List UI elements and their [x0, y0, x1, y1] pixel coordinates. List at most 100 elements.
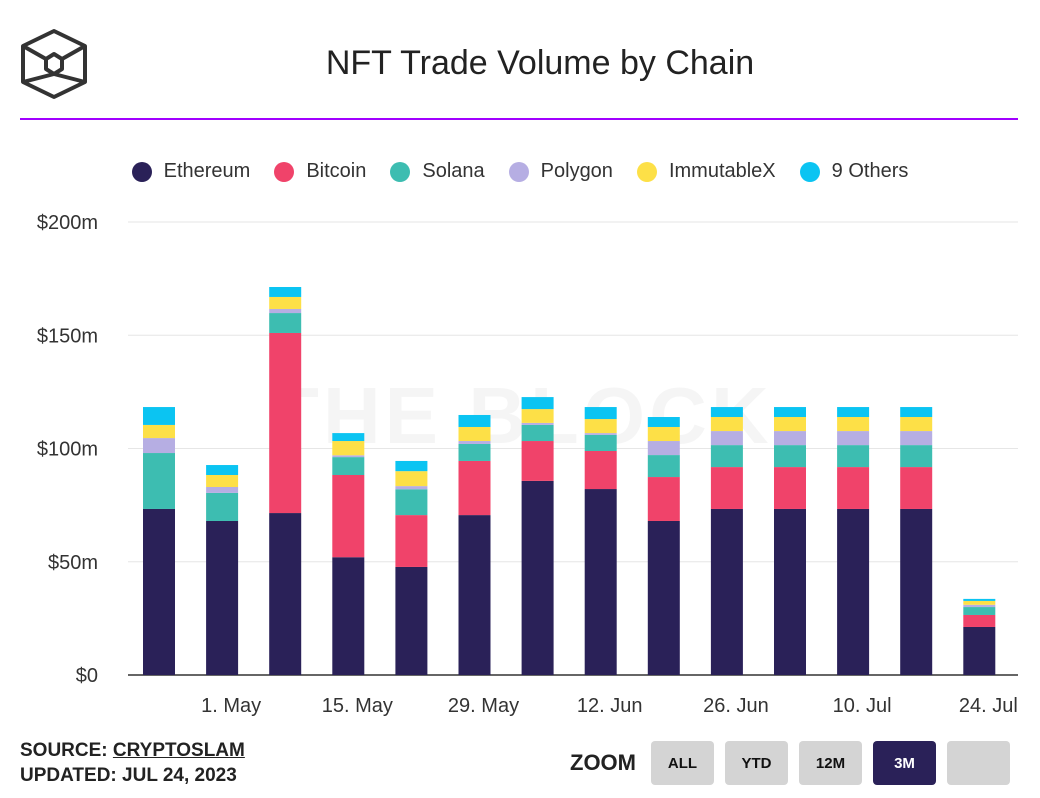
bar-solana [395, 489, 428, 516]
bar-ethereum [710, 508, 743, 675]
legend-label: ImmutableX [668, 160, 776, 182]
bar-immutablex [774, 417, 806, 432]
zoom-all-button[interactable]: ALL [651, 741, 714, 785]
zoom-label: ZOOM [570, 750, 636, 775]
y-tick-label: $200m [37, 212, 98, 234]
bar-bitcoin [837, 467, 870, 509]
source-line: SOURCE: CRYPTOSLAM [20, 740, 245, 762]
bar-solana [521, 424, 554, 442]
bar-polygon [710, 431, 743, 446]
bar-immutablex [206, 475, 239, 488]
bar-polygon [963, 604, 996, 608]
bar-bitcoin [900, 467, 933, 509]
zoom-3m-button[interactable]: 3M [873, 741, 936, 785]
bar-9-others [710, 407, 743, 418]
bar-9-others [584, 407, 617, 420]
bar-bitcoin [584, 450, 617, 490]
stacked-bar-chart: $0 $50m $100m $150m $200m 1. May 15. May 29. Ma… [37, 212, 1018, 717]
bar-immutablex [584, 419, 617, 434]
x-tick-label: 24. Jul [959, 695, 1018, 717]
bar-bitcoin [521, 441, 554, 481]
bar-ethereum [900, 508, 933, 675]
bar-solana [458, 443, 491, 461]
bar-ethereum [458, 515, 491, 675]
x-tick-label: 12. Jun [577, 695, 643, 717]
bar-ethereum [584, 489, 617, 675]
bar-9-others [458, 414, 491, 427]
bar-solana [647, 455, 680, 478]
zoom-ytd-button[interactable]: YTD [725, 741, 788, 785]
bar-9-others [332, 433, 365, 442]
bar-ethereum [332, 557, 365, 675]
bar-polygon [269, 308, 302, 314]
legend-label: Solana [422, 160, 485, 182]
bar-solana [269, 313, 302, 333]
bar-solana [837, 445, 870, 468]
x-tick-label: 1. May [201, 695, 261, 717]
chart-title: NFT Trade Volume by Chain [325, 44, 755, 82]
legend-item-solana[interactable]: Solana [390, 160, 485, 183]
bar-ethereum [521, 480, 554, 675]
x-tick-label: 15. May [322, 695, 393, 717]
bar-polygon [395, 486, 428, 490]
legend-item-bitcoin[interactable]: Bitcoin [274, 160, 366, 183]
legend-label: Bitcoin [306, 160, 367, 182]
bar-solana [206, 492, 239, 521]
bar-immutablex [395, 471, 428, 487]
source-label: SOURCE: [20, 740, 108, 761]
zoom-extra-button[interactable] [947, 741, 1010, 785]
bar-polygon [774, 431, 806, 446]
bar-solana [900, 445, 933, 468]
legend-item-polygon[interactable]: Polygon [508, 160, 613, 183]
x-tick-label: 10. Jul [833, 695, 892, 717]
bar-solana [774, 445, 806, 468]
bar-ethereum [143, 508, 175, 675]
legend-item-ethereum[interactable]: Ethereum [131, 160, 250, 183]
legend: Ethereum Bitcoin Solana Polygon ImmutableX 9 … [0, 160, 1040, 183]
bar-immutablex [143, 424, 175, 439]
bar-bitcoin [647, 477, 680, 521]
bar-solana [584, 434, 617, 451]
bar-bitcoin [710, 467, 743, 509]
updated-date: UPDATED: JUL 24, 2023 [20, 765, 237, 786]
bar-9-others [774, 407, 806, 418]
bar-9-others [963, 598, 996, 601]
legend-label: 9 Others [831, 160, 909, 182]
y-tick-label: $0 [76, 665, 98, 687]
legend-marker [636, 161, 657, 182]
bar-polygon [647, 441, 680, 456]
bar-polygon [900, 431, 933, 446]
bar-solana [963, 607, 996, 615]
bar-bitcoin [774, 467, 806, 509]
bar-ethereum [206, 520, 239, 675]
y-tick-label: $100m [37, 439, 98, 461]
bar-ethereum [647, 520, 680, 675]
bar-bitcoin [458, 460, 491, 516]
title-divider [20, 118, 1018, 120]
bar-polygon [584, 433, 617, 435]
bar-immutablex [332, 441, 365, 456]
bar-immutablex [710, 417, 743, 432]
bar-ethereum [774, 508, 806, 675]
bar-solana [332, 457, 365, 476]
bar-bitcoin [963, 614, 996, 627]
legend-item-immutablex[interactable]: ImmutableX [636, 160, 776, 183]
bar-9-others [521, 397, 554, 410]
source-link[interactable]: CRYPTOSLAM [112, 740, 245, 761]
bar-9-others [143, 407, 175, 425]
bar-immutablex [963, 600, 996, 605]
bar-polygon [458, 441, 491, 444]
legend-marker [508, 161, 529, 182]
zoom-12m-button[interactable]: 12M [799, 741, 862, 785]
legend-marker [390, 161, 411, 182]
bar-solana [710, 445, 743, 468]
bar-immutablex [521, 409, 554, 423]
legend-marker [799, 161, 820, 182]
the-block-logo [21, 29, 87, 99]
bar-9-others [395, 460, 428, 472]
bar-bitcoin [269, 332, 302, 514]
bar-immutablex [458, 426, 491, 442]
legend-item-9-others[interactable]: 9 Others [799, 160, 909, 183]
bar-9-others [647, 417, 680, 427]
